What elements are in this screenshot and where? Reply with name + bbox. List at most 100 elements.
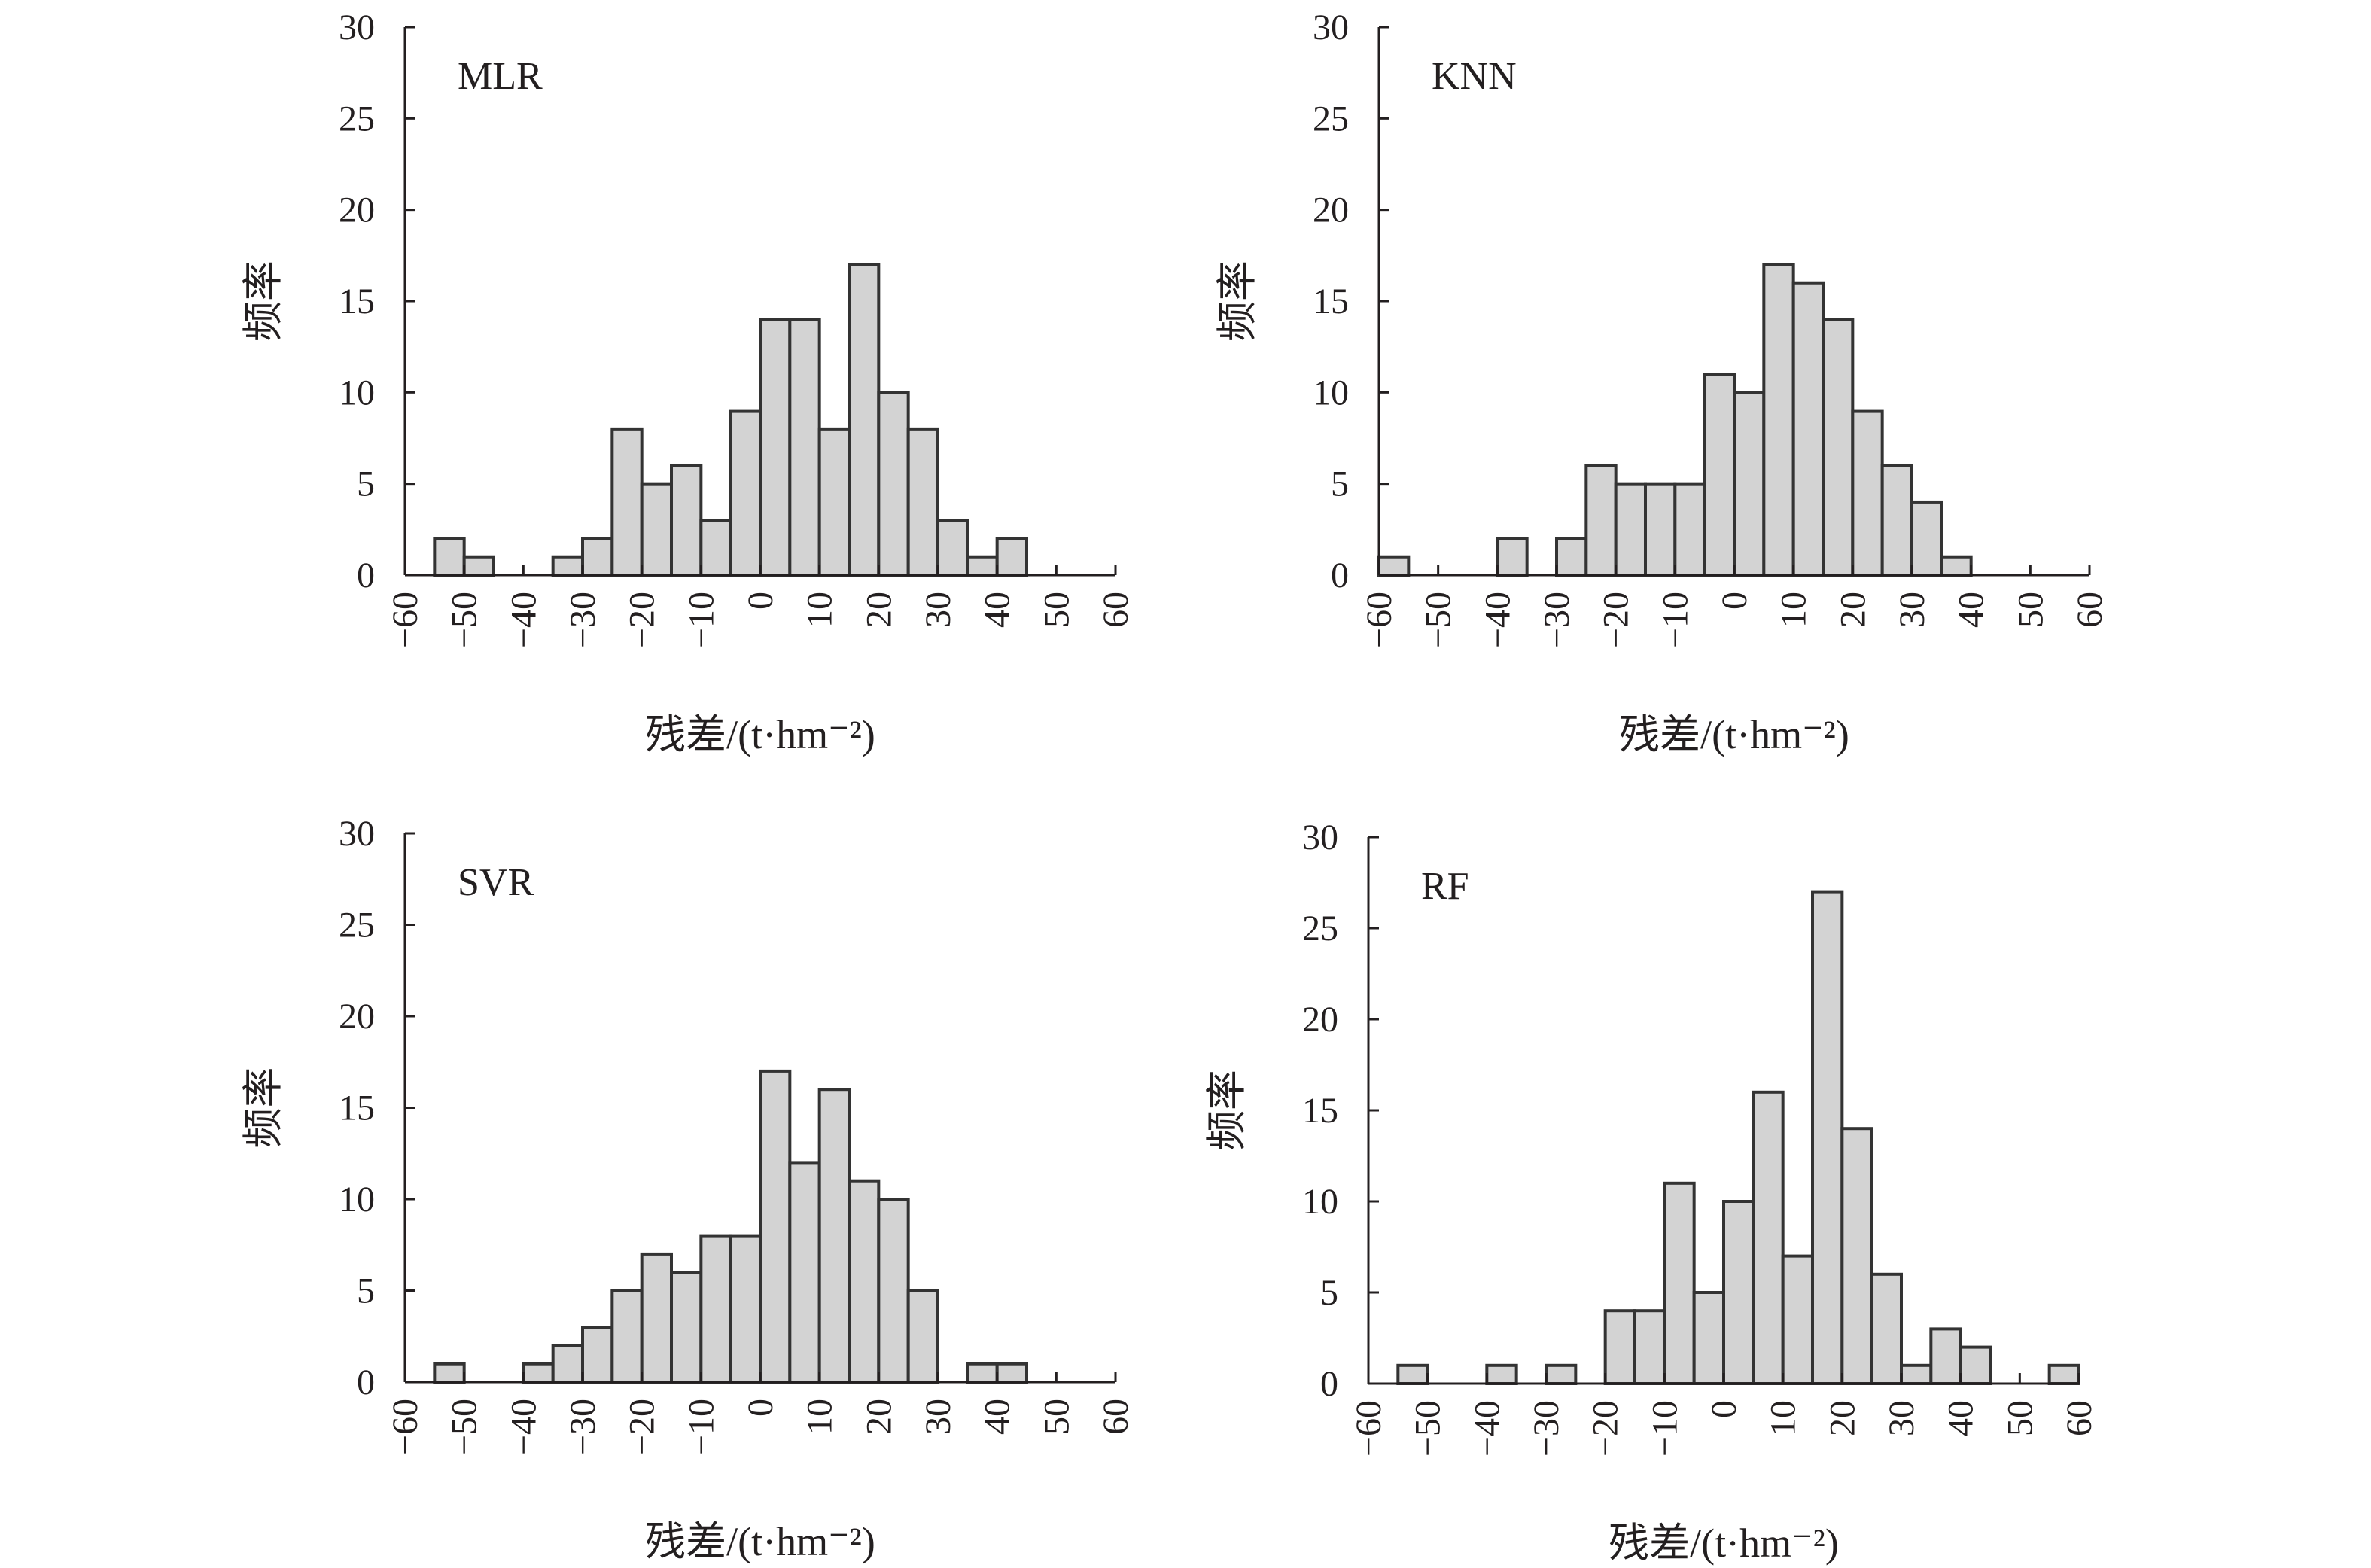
histogram-bar <box>759 318 792 577</box>
y-tick-label: 0 <box>1331 556 1349 595</box>
x-tick-label: −10 <box>1645 1400 1685 1457</box>
histogram-bar <box>906 1289 939 1384</box>
x-tick-label: 30 <box>918 1399 958 1435</box>
histogram-bar <box>906 427 939 577</box>
x-tick-label: 40 <box>978 592 1018 628</box>
histogram-bar <box>522 1362 555 1384</box>
x-tick-label: 30 <box>918 592 958 628</box>
y-tick-label: 0 <box>1320 1364 1338 1404</box>
y-axis-title: 频率 <box>1215 260 1260 342</box>
panel-label: SVR <box>458 861 534 904</box>
histogram-bar <box>1959 1345 1992 1385</box>
histogram-bar <box>1703 373 1736 577</box>
y-tick-label: 15 <box>339 282 375 321</box>
x-tick-label: −30 <box>1537 592 1577 648</box>
panel-mlr: 0 5 10 15 20 25 30 −60 −50 −40 −30 −20 −10 0 10 20 30 40 5… <box>241 8 1136 757</box>
x-tick-label: 60 <box>2059 1400 2099 1436</box>
y-tick-label: 15 <box>1313 282 1349 321</box>
histogram-bar <box>1929 1327 1962 1386</box>
histogram-bar <box>1870 1272 1904 1386</box>
histogram-bar <box>1940 555 1973 577</box>
x-tick-label: 20 <box>859 1399 899 1435</box>
histogram-bar <box>640 1252 674 1384</box>
histogram-bar <box>1752 1090 1785 1386</box>
histogram-bar <box>817 1088 851 1384</box>
histogram-bar <box>1733 391 1766 577</box>
panel-label: KNN <box>1432 55 1517 98</box>
x-tick-label: −40 <box>504 592 543 648</box>
y-tick-label: 10 <box>339 1180 375 1219</box>
histogram-bar <box>670 464 703 577</box>
histogram-bar <box>699 1234 732 1384</box>
x-tick-label: 30 <box>1882 1400 1922 1436</box>
y-tick-label: 30 <box>339 8 375 47</box>
histogram-bar <box>1840 1127 1873 1385</box>
x-tick-label: 60 <box>2070 592 2110 628</box>
x-tick-label: 50 <box>1036 592 1076 628</box>
histogram-bar <box>729 1234 762 1384</box>
histogram-bar <box>1762 263 1795 577</box>
histogram-bar <box>433 1362 466 1384</box>
y-tick-label: 10 <box>1302 1182 1338 1222</box>
histogram-bar <box>848 263 881 577</box>
histogram-bar <box>1377 555 1411 577</box>
histogram-bar <box>610 1289 644 1384</box>
y-axis-title: 频率 <box>1204 1070 1249 1151</box>
y-tick-label: 20 <box>339 190 375 230</box>
y-tick-label: 0 <box>357 1362 375 1402</box>
x-tick-label: −10 <box>681 592 721 648</box>
x-tick-label: −60 <box>1359 592 1399 648</box>
histogram-bar <box>1644 482 1677 577</box>
y-tick-label: 15 <box>339 1088 375 1128</box>
x-tick-label: 10 <box>1764 1400 1803 1436</box>
y-tick-label: 20 <box>1313 190 1349 230</box>
y-tick-label: 30 <box>1302 817 1338 857</box>
x-tick-label: −20 <box>1596 592 1636 648</box>
histogram-bar <box>1614 482 1648 577</box>
x-axis-title: 残差/(t·hm⁻²) <box>645 1519 875 1564</box>
histogram-bar <box>2047 1363 2081 1386</box>
histogram-bar <box>1692 1291 1726 1385</box>
histogram-bar <box>1673 482 1706 577</box>
x-tick-label: −50 <box>1408 1400 1448 1457</box>
x-tick-label: −50 <box>1419 592 1459 648</box>
histogram-bar <box>966 555 999 577</box>
histogram-bar <box>817 427 851 577</box>
x-tick-label: −20 <box>622 1399 662 1455</box>
histogram-bar <box>1791 281 1825 577</box>
y-tick-label: 25 <box>1302 909 1338 948</box>
x-tick-label: −10 <box>1655 592 1695 648</box>
x-tick-label: −40 <box>504 1399 543 1455</box>
histogram-bar <box>995 1362 1028 1384</box>
x-tick-label: −30 <box>1526 1400 1566 1457</box>
y-tick-label: 20 <box>1302 1000 1338 1040</box>
y-tick-label: 5 <box>357 1271 375 1311</box>
x-tick-label: 10 <box>800 592 840 628</box>
x-tick-label: 50 <box>2010 592 2050 628</box>
x-tick-label: −50 <box>445 592 485 648</box>
x-tick-label: −60 <box>1349 1400 1389 1457</box>
x-tick-label: 0 <box>741 1399 781 1417</box>
histogram-bar <box>699 519 732 577</box>
histogram-bar <box>1663 1181 1696 1386</box>
y-tick-label: 25 <box>339 906 375 945</box>
histogram-bar <box>848 1179 881 1384</box>
y-tick-label: 25 <box>1313 99 1349 139</box>
histogram-bar <box>670 1271 703 1384</box>
histogram-bar <box>1811 890 1844 1385</box>
histogram-bar <box>1603 1309 1637 1385</box>
x-tick-label: −10 <box>681 1399 721 1455</box>
histogram-bar <box>1633 1309 1666 1385</box>
histogram-bar <box>1822 318 1855 577</box>
y-tick-label: 15 <box>1302 1091 1338 1131</box>
y-tick-label: 30 <box>1313 8 1349 47</box>
x-tick-label: 60 <box>1096 592 1136 628</box>
histogram-bar <box>788 318 821 577</box>
y-tick-label: 5 <box>1331 464 1349 504</box>
x-tick-label: 20 <box>859 592 899 628</box>
histogram-bar <box>1880 464 1914 577</box>
x-tick-label: −20 <box>622 592 662 648</box>
panel-label: RF <box>1421 865 1469 908</box>
panel-label: MLR <box>458 55 543 98</box>
